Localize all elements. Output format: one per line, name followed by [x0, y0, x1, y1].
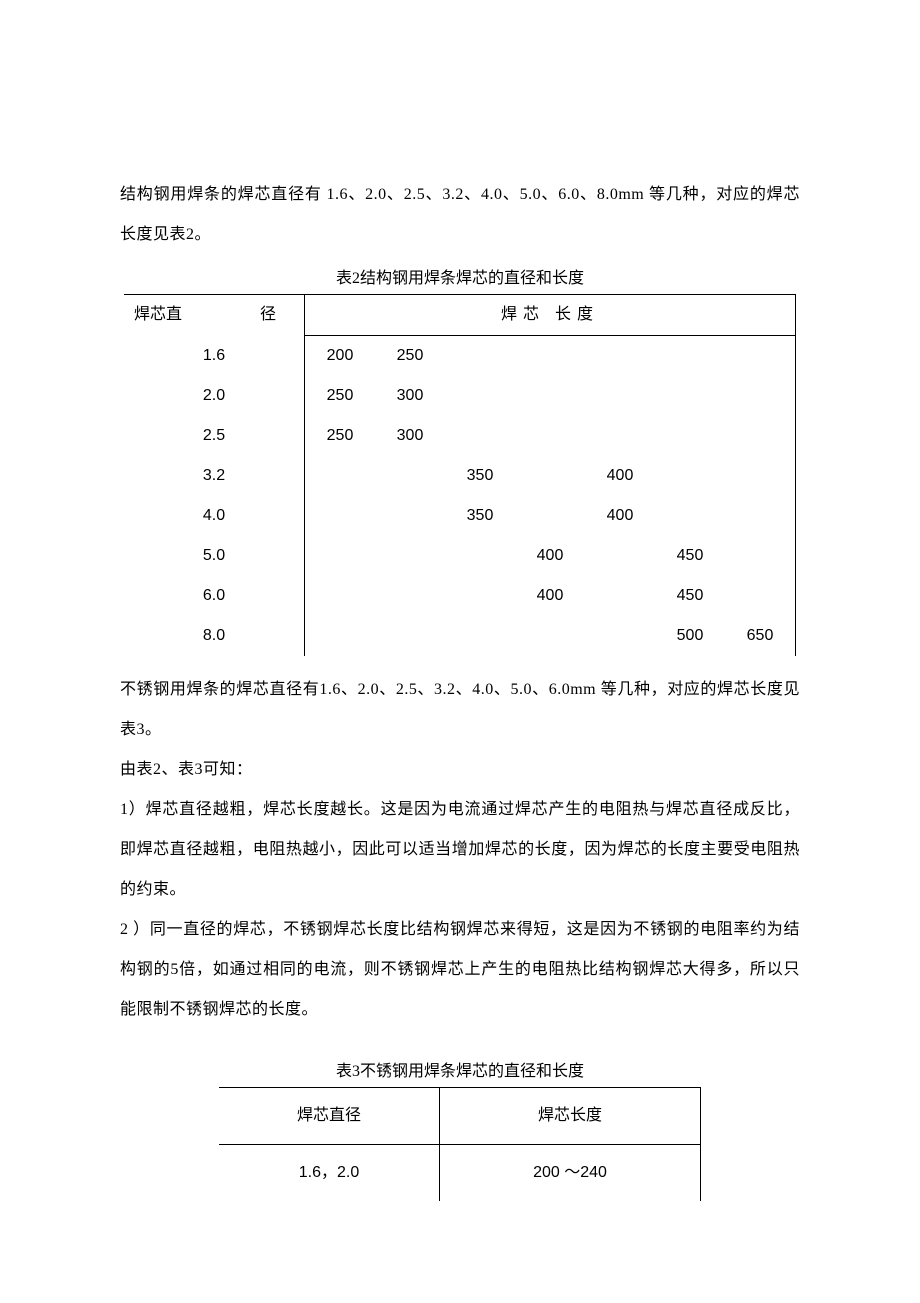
table2-len-cell	[585, 536, 655, 576]
table2-len-cell	[375, 536, 445, 576]
table2: 焊芯直 径 焊芯 长度 1.62002502.02503002.52503003…	[124, 294, 796, 656]
table2-caption: 表2结构钢用焊条焊芯的直径和长度	[120, 255, 800, 294]
table2-len-cell: 250	[305, 376, 376, 416]
table2-len-cell: 300	[375, 416, 445, 456]
table2-len-cell	[655, 456, 725, 496]
table2-len-cell	[305, 576, 376, 616]
table2-len-cell	[515, 416, 585, 456]
table2-len-cell	[725, 416, 796, 456]
table2-len-cell: 400	[585, 456, 655, 496]
table-row: 2.5250300	[124, 416, 796, 456]
table2-len-cell: 200	[305, 335, 376, 376]
table2-len-cell	[445, 376, 515, 416]
table2-len-cell	[725, 335, 796, 376]
table2-len-cell	[375, 576, 445, 616]
table2-len-cell	[445, 335, 515, 376]
table2-len-cell	[515, 376, 585, 416]
table2-len-cell: 300	[375, 376, 445, 416]
mid-paragraph-4: 2 ）同一直径的焊芯，不锈钢焊芯长度比结构钢焊芯来得短，这是因为不锈钢的电阻率约…	[120, 910, 800, 1030]
table2-len-cell	[585, 416, 655, 456]
table2-len-cell	[375, 456, 445, 496]
table3-cell-dia: 1.6，2.0	[219, 1144, 440, 1201]
table2-header-length: 焊芯 长度	[305, 294, 796, 335]
table3-caption: 表3不锈钢用焊条焊芯的直径和长度	[120, 1048, 800, 1087]
table-row: 5.0 400 450	[124, 536, 796, 576]
table2-len-cell: 400	[515, 576, 585, 616]
table2-dia-cell: 2.5	[124, 416, 305, 456]
hdr-left-b: 径	[260, 306, 276, 323]
table2-len-cell: 450	[655, 536, 725, 576]
table2-len-cell	[305, 536, 376, 576]
table2-len-cell	[655, 496, 725, 536]
table2-len-cell	[515, 496, 585, 536]
mid-paragraph-1: 不锈钢用焊条的焊芯直径有1.6、2.0、2.5、3.2、4.0、5.0、6.0m…	[120, 670, 800, 750]
table2-len-cell: 500	[655, 616, 725, 656]
table2-len-cell	[725, 456, 796, 496]
document-page: 结构钢用焊条的焊芯直径有 1.6、2.0、2.5、3.2、4.0、5.0、6.0…	[0, 0, 920, 1303]
table2-len-cell: 450	[655, 576, 725, 616]
table2-len-cell	[585, 376, 655, 416]
hdr-left-a: 焊芯直	[134, 306, 182, 323]
mid-paragraph-2: 由表2、表3可知：	[120, 750, 800, 790]
table2-len-cell: 400	[585, 496, 655, 536]
table2-len-cell	[585, 616, 655, 656]
table2-len-cell	[305, 616, 376, 656]
table2-len-cell: 250	[305, 416, 376, 456]
table2-len-cell	[445, 536, 515, 576]
table-row: 8.0 500650	[124, 616, 796, 656]
table2-dia-cell: 2.0	[124, 376, 305, 416]
table3-cell-len: 200 ～240	[440, 1144, 701, 1201]
table2-dia-cell: 6.0	[124, 576, 305, 616]
table2-header-diameter: 焊芯直 径	[124, 294, 305, 335]
table2-len-cell: 350	[445, 456, 515, 496]
table2-len-cell: 350	[445, 496, 515, 536]
table2-len-cell	[305, 496, 376, 536]
table2-dia-cell: 4.0	[124, 496, 305, 536]
intro-paragraph: 结构钢用焊条的焊芯直径有 1.6、2.0、2.5、3.2、4.0、5.0、6.0…	[120, 175, 800, 255]
table2-len-cell	[445, 576, 515, 616]
table2-dia-cell: 3.2	[124, 456, 305, 496]
table2-len-cell	[445, 416, 515, 456]
table2-len-cell	[375, 616, 445, 656]
table2-len-cell	[655, 416, 725, 456]
table-row: 2.0250300	[124, 376, 796, 416]
table2-len-cell	[515, 335, 585, 376]
table2-dia-cell: 1.6	[124, 335, 305, 376]
table3-row: 1.6，2.0 200 ～240	[219, 1144, 701, 1201]
table2-header-row: 焊芯直 径 焊芯 长度	[124, 294, 796, 335]
table2-len-cell	[725, 496, 796, 536]
table2-len-cell	[585, 335, 655, 376]
table3-header-diameter: 焊芯直径	[219, 1087, 440, 1144]
table-row: 4.0 350 400	[124, 496, 796, 536]
table2-dia-cell: 8.0	[124, 616, 305, 656]
table-row: 1.6200250	[124, 335, 796, 376]
table-row: 3.2 350 400	[124, 456, 796, 496]
table2-len-cell	[655, 376, 725, 416]
table2-len-cell	[305, 456, 376, 496]
table2-len-cell	[655, 335, 725, 376]
table3-header-length: 焊芯长度	[440, 1087, 701, 1144]
table2-len-cell	[515, 456, 585, 496]
table2-len-cell	[375, 496, 445, 536]
table2-dia-cell: 5.0	[124, 536, 305, 576]
table3: 焊芯直径 焊芯长度 1.6，2.0 200 ～240	[219, 1087, 701, 1201]
table2-len-cell: 400	[515, 536, 585, 576]
table3-header-row: 焊芯直径 焊芯长度	[219, 1087, 701, 1144]
table2-len-cell	[725, 576, 796, 616]
table2-len-cell	[445, 616, 515, 656]
table2-len-cell: 250	[375, 335, 445, 376]
table2-len-cell	[725, 376, 796, 416]
mid-paragraph-3: 1）焊芯直径越粗，焊芯长度越长。这是因为电流通过焊芯产生的电阻热与焊芯直径成反比…	[120, 790, 800, 910]
table2-len-cell	[515, 616, 585, 656]
table2-len-cell	[725, 536, 796, 576]
table2-len-cell	[585, 576, 655, 616]
table-row: 6.0 400 450	[124, 576, 796, 616]
table2-len-cell: 650	[725, 616, 796, 656]
